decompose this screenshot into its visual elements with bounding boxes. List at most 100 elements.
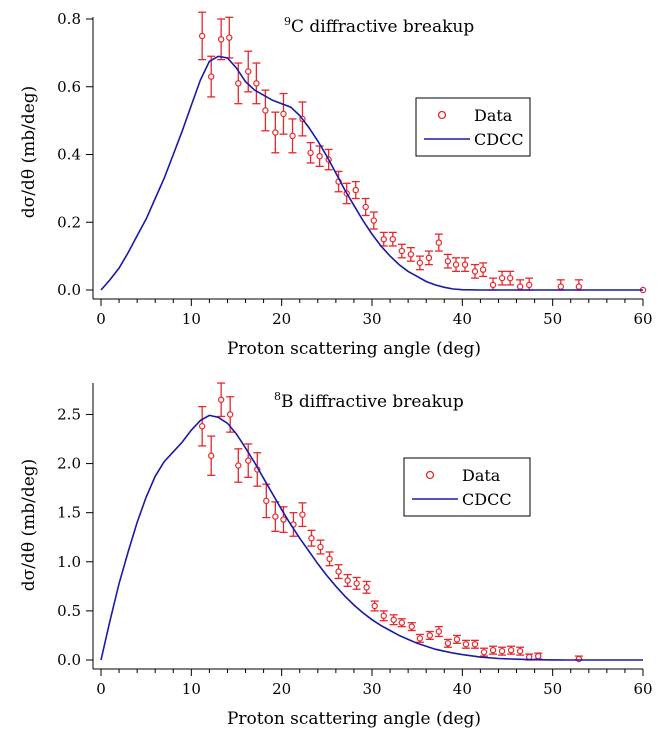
- data-point: [453, 636, 461, 643]
- y-tick-label: 0.5: [57, 602, 81, 620]
- data-point: [498, 647, 506, 655]
- x-tick-label: 0: [96, 680, 106, 698]
- data-point: [272, 129, 279, 136]
- data-point: [380, 612, 387, 620]
- data-point: [471, 641, 479, 648]
- data-point: [263, 497, 270, 505]
- chart-title: 9C diffractive breakup: [284, 15, 474, 37]
- data-point: [245, 457, 252, 464]
- chart-panel-1: 0 10 20 30 40 50 60 0.0 0.2 0.4 0.6 0.8 Proton scatt…: [19, 10, 653, 359]
- data-point: [462, 641, 470, 648]
- data-point: [316, 152, 323, 160]
- x-tick-label: 20: [272, 680, 291, 698]
- data-point: [425, 254, 433, 262]
- x-axis-title: Proton scattering angle (deg): [227, 339, 481, 359]
- data-point: [380, 235, 387, 243]
- legend-box: [403, 457, 531, 517]
- y-axis-title: dσ/dθ (mb/deg): [19, 86, 39, 219]
- chart-title-superscript: 9: [284, 15, 291, 28]
- data-point: [471, 268, 479, 275]
- chart-panel-2: 0 10 20 30 40 50 60 0.0 0.5 1.0 1.5 2.0 2.5 Proton sc…: [19, 382, 653, 729]
- x-tick-label: 60: [633, 310, 652, 328]
- data-point: [416, 635, 424, 642]
- data-point: [245, 68, 252, 75]
- data-point: [208, 452, 215, 459]
- data-point: [461, 261, 469, 268]
- data-point: [307, 149, 314, 157]
- y-tick-label: 0.4: [57, 146, 81, 164]
- data-point: [226, 34, 233, 41]
- data-point: [371, 602, 378, 610]
- data-point: [452, 261, 460, 268]
- x-tick-label: 10: [182, 680, 201, 698]
- x-tick-label: 0: [96, 310, 106, 328]
- y-tick-label: 2.0: [57, 455, 81, 473]
- legend: Data CDCC: [403, 457, 531, 517]
- data-point: [390, 616, 397, 623]
- chart-title-text: B diffractive breakup: [281, 392, 464, 412]
- series-line-cdcc: [100, 414, 643, 661]
- data-point: [398, 619, 406, 626]
- data-point: [235, 462, 242, 469]
- data-point: [507, 274, 514, 282]
- y-tick-label: 2.5: [57, 405, 81, 423]
- data-point: [335, 568, 342, 575]
- y-tick-label: 0.0: [57, 281, 81, 299]
- data-point: [308, 535, 315, 542]
- data-point: [498, 274, 506, 282]
- data-point: [353, 580, 360, 587]
- data-point: [444, 258, 452, 265]
- x-axis-title: Proton scattering angle (deg): [227, 709, 481, 729]
- data-point: [479, 266, 487, 273]
- chart-title-text: C diffractive breakup: [291, 17, 474, 37]
- data-point: [262, 107, 269, 114]
- data-point: [326, 555, 333, 563]
- x-tick-label: 60: [633, 680, 652, 698]
- data-point: [408, 623, 415, 630]
- legend-box: [415, 97, 531, 157]
- y-tick-label: 0.2: [57, 213, 81, 231]
- x-tick-label: 20: [272, 310, 291, 328]
- data-point: [217, 36, 225, 43]
- data-point: [575, 655, 583, 663]
- data-point: [299, 511, 306, 518]
- series-line-cdcc: [100, 55, 643, 291]
- data-point: [444, 640, 452, 647]
- data-point: [407, 251, 415, 258]
- data-point: [217, 396, 225, 403]
- data-point: [489, 281, 497, 289]
- data-point: [435, 239, 443, 246]
- data-point: [389, 235, 396, 243]
- data-point: [480, 648, 488, 656]
- data-point: [398, 247, 406, 255]
- y-tick-label: 0.6: [57, 78, 81, 96]
- data-point: [525, 281, 533, 289]
- x-tick-label: 30: [362, 310, 381, 328]
- data-point: [352, 186, 359, 194]
- data-point: [272, 513, 279, 520]
- data-point: [208, 73, 215, 80]
- data-point: [535, 652, 542, 660]
- data-point: [226, 411, 234, 418]
- data-point: [198, 423, 206, 430]
- y-tick-label: 0.0: [57, 651, 81, 669]
- y-tick-label: 0.8: [57, 10, 81, 28]
- data-point: [253, 80, 260, 87]
- x-tick-label: 50: [543, 680, 562, 698]
- y-axis-title: dσ/dθ (mb/deg): [19, 459, 39, 592]
- legend-label: Data: [474, 106, 513, 125]
- data-point: [575, 283, 583, 290]
- data-point: [435, 628, 443, 635]
- y-tick-label: 1.5: [57, 504, 81, 522]
- legend-label: CDCC: [462, 490, 512, 509]
- data-point: [280, 110, 287, 118]
- data-point: [317, 543, 324, 551]
- data-point: [235, 80, 242, 87]
- legend: Data CDCC: [415, 97, 531, 157]
- data-point: [416, 259, 424, 267]
- data-point: [507, 646, 515, 654]
- data-point: [362, 203, 369, 211]
- data-point: [557, 283, 564, 290]
- x-tick-label: 50: [543, 310, 562, 328]
